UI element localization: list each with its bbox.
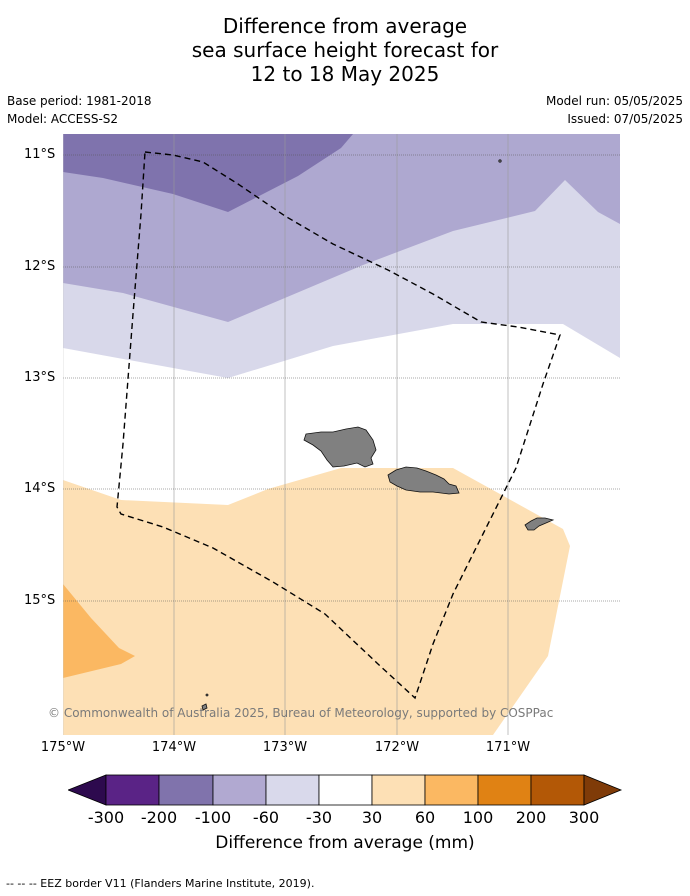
lat-gridlines bbox=[63, 154, 620, 602]
colorbar-tick: -200 bbox=[140, 808, 178, 827]
model-run: Model run: 05/05/2025 bbox=[545, 94, 683, 108]
island-small-south bbox=[201, 703, 208, 711]
land-masses bbox=[201, 159, 555, 711]
colorbar-segment-minus60-minus30 bbox=[265, 774, 320, 806]
island-savaii bbox=[303, 426, 377, 468]
lon-label-173w: 173°W bbox=[262, 740, 308, 755]
map-title: Difference from average sea surface heig… bbox=[0, 14, 690, 86]
model-name: Model: ACCESS-S2 bbox=[7, 112, 119, 126]
colorbar bbox=[68, 774, 623, 806]
anomaly-band-minus200-minus100 bbox=[63, 134, 353, 212]
gridlines bbox=[173, 134, 509, 735]
colorbar-tick: -30 bbox=[305, 808, 333, 827]
lat-label-13s: 13°S bbox=[24, 370, 56, 385]
colorbar-segment-minus30-30 bbox=[318, 774, 373, 806]
issued-date: Issued: 07/05/2025 bbox=[567, 112, 683, 126]
colorbar-extend-low bbox=[68, 774, 107, 806]
lon-label-172w: 172°W bbox=[374, 740, 420, 755]
colorbar-segment-60-100 bbox=[424, 774, 479, 806]
lat-label-12s: 12°S bbox=[24, 259, 56, 274]
colorbar-extend-high bbox=[583, 774, 623, 806]
colorbar-segment-100-200 bbox=[477, 774, 532, 806]
colorbar-tick: 60 bbox=[414, 808, 436, 827]
colorbar-segment-minus100-minus60 bbox=[212, 774, 267, 806]
colorbar-tick: 100 bbox=[462, 808, 494, 827]
lon-label-175w: 175°W bbox=[40, 740, 86, 755]
colorbar-segment-200-300 bbox=[530, 774, 585, 806]
lon-label-171w: 171°W bbox=[485, 740, 531, 755]
copyright-notice: © Commonwealth of Australia 2025, Bureau… bbox=[48, 706, 554, 720]
title-line-2: sea surface height forecast for bbox=[191, 38, 499, 62]
forecast-map bbox=[63, 134, 620, 735]
island-small-north bbox=[498, 159, 502, 163]
base-period: Base period: 1981-2018 bbox=[7, 94, 152, 108]
anomaly-band-30-60 bbox=[63, 468, 570, 735]
lat-label-15s: 15°S bbox=[24, 593, 56, 608]
colorbar-tick: 30 bbox=[361, 808, 383, 827]
title-line-3: 12 to 18 May 2025 bbox=[250, 62, 440, 86]
colorbar-label: Difference from average (mm) bbox=[215, 833, 475, 853]
eez-legend-note: -- -- -- EEZ border V11 (Flanders Marine… bbox=[6, 877, 315, 890]
island-upolu bbox=[387, 466, 460, 495]
colorbar-segment-minus300-minus200 bbox=[105, 774, 160, 806]
anomaly-band-60-100 bbox=[63, 584, 135, 678]
island-small-south-dot bbox=[205, 693, 209, 697]
colorbar-tick: 200 bbox=[515, 808, 547, 827]
colorbar-tick: -60 bbox=[252, 808, 280, 827]
colorbar-segment-minus200-minus100 bbox=[158, 774, 214, 806]
eez-border bbox=[116, 151, 561, 700]
colorbar-tick: -100 bbox=[194, 808, 232, 827]
lat-label-11s: 11°S bbox=[24, 147, 56, 162]
colorbar-segment-30-60 bbox=[371, 774, 426, 806]
title-line-1: Difference from average bbox=[222, 14, 468, 38]
colorbar-tick: -300 bbox=[87, 808, 125, 827]
lon-label-174w: 174°W bbox=[151, 740, 197, 755]
colorbar-tick: 300 bbox=[568, 808, 600, 827]
island-tutuila bbox=[524, 517, 555, 531]
lat-label-14s: 14°S bbox=[24, 481, 56, 496]
